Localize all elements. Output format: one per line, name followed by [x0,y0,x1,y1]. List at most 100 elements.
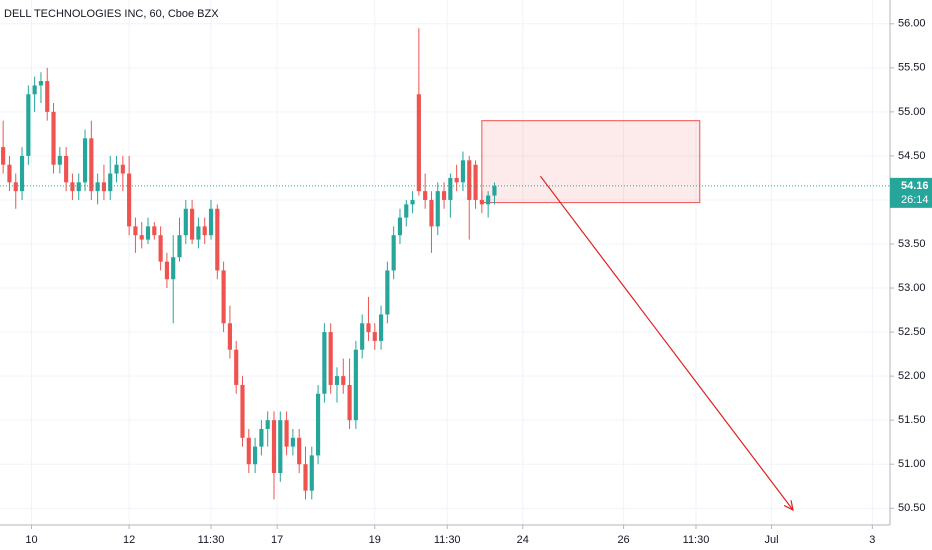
candle-body [32,85,37,95]
candle-body [341,376,346,385]
candle-body [309,455,314,491]
plot [0,28,890,512]
candle-body [397,217,403,236]
candle-body [171,257,176,280]
candle-body [435,191,440,227]
x-tick-label: 26 [617,534,629,546]
candle-body [303,464,308,491]
x-tick-label: 11:30 [198,534,225,546]
y-tick-label: 53.00 [898,282,926,294]
candle-body [328,332,333,385]
candle-body [177,235,182,258]
candle-body [120,164,125,174]
candle-body [259,428,264,447]
forecast-arrow [539,175,794,511]
candle-body [139,235,144,240]
candle-body [7,164,12,183]
candle-body [101,182,107,192]
candle-body [13,182,18,192]
y-tick-label: 55.50 [898,62,926,74]
candle-body [221,270,226,324]
candle-body [183,208,188,236]
y-tick-label: 51.00 [898,458,926,470]
candle-body [158,235,163,262]
candle-body [347,384,352,421]
x-tick-label: 11:30 [434,534,461,546]
candle-body [479,199,484,205]
candle-body [385,270,390,315]
candle-body [316,393,321,456]
candle-body [278,420,283,474]
candle-body [95,182,100,192]
candle-body [404,204,409,218]
x-tick-label: 11:30 [683,534,710,546]
candle-body [410,199,415,205]
y-tick-label: 52.50 [898,326,926,338]
x-tick-label: 3 [869,534,875,546]
candle-body [57,155,62,165]
candle-body [19,155,25,192]
candle-body [70,182,75,192]
candle-body [202,226,207,236]
last-price-label: 54.16 [901,180,929,192]
candle-body [240,384,245,438]
candle-body [271,420,277,474]
candle-body [454,177,459,183]
y-tick-label: 52.00 [898,370,926,382]
candle-body [372,332,377,341]
candle-body [208,208,214,236]
candle-body [429,199,434,227]
y-tick-label: 54.50 [898,150,926,162]
candle-body [360,323,365,350]
chart-title: DELL TECHNOLOGIES INC, 60, Cboe BZX [4,8,219,20]
candle-body [448,177,453,200]
arrow-head [783,500,794,512]
candle-body [89,138,94,192]
y-tick-label: 56.00 [898,18,926,30]
candle-body [441,191,447,200]
candle-body [82,138,88,183]
candle-body [416,94,421,192]
candle-body [246,437,251,465]
last-price-box [890,177,932,208]
y-tick-label: 50.50 [898,502,926,514]
candle-body [460,160,466,183]
candle-body [265,420,270,429]
candle-body [190,208,195,240]
x-tick-label: 10 [25,534,37,546]
y-tick-label: 55.00 [898,106,926,118]
resistance-zone [481,120,701,204]
candle-body [114,164,119,174]
candle-body [227,323,232,350]
candle-body [1,147,6,165]
candle-body [196,226,201,240]
candle-body [284,420,289,447]
candle-body [45,81,50,112]
candle-body [366,323,371,333]
candle-body [290,437,295,447]
x-tick-label: 17 [271,534,283,546]
x-tick-label: 19 [369,534,381,546]
candle-body [127,173,132,227]
y-tick-label: 53.50 [898,238,926,250]
candle-body [64,155,69,183]
candle-body [215,208,220,271]
candle-body [76,182,81,192]
candle-body [145,226,151,240]
candle-body [391,235,396,271]
candle-body [353,349,358,421]
candle-body [253,446,258,465]
candle-body [26,94,31,156]
candle-body [133,226,138,236]
candle-body [51,111,56,165]
candle-body [164,261,169,280]
candle-body [492,185,497,196]
candle-body [467,160,472,200]
candle-body [38,81,44,86]
x-tick-label: Jul [765,534,779,546]
candle-body [486,195,491,205]
countdown-label: 26:14 [901,194,929,206]
